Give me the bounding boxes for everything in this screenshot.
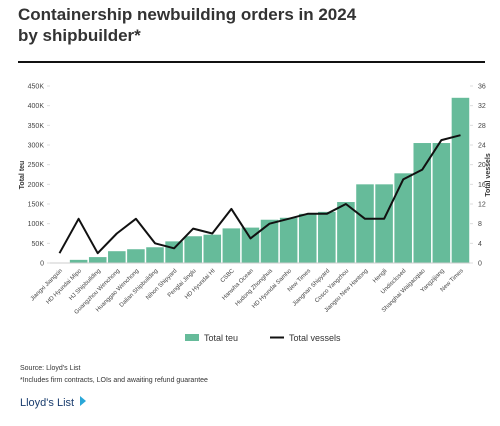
x-tick-label: Hengli	[372, 268, 388, 284]
y2-tick-label: 20	[478, 162, 486, 169]
bar	[184, 236, 202, 263]
y-tick-label: 250K	[28, 162, 45, 169]
bar	[241, 227, 260, 263]
title-line: Containership newbuilding orders in 2024	[18, 5, 357, 24]
y-tick-label: 450K	[28, 84, 45, 91]
y2-tick-label: 36	[478, 84, 486, 91]
bar	[260, 219, 279, 263]
brand-icon	[80, 396, 86, 406]
bar	[279, 217, 298, 263]
bar	[413, 143, 432, 263]
x-tick-label: HD Hyundai Mipo	[46, 268, 84, 306]
x-tick-label: Jiangxi Jiangxin	[30, 268, 64, 302]
x-tick-label: Cosco Yangzhou	[314, 268, 350, 304]
bar	[337, 202, 355, 263]
y-tick-label: 400K	[28, 103, 45, 110]
y-tick-label: 350K	[28, 123, 45, 130]
bar	[108, 251, 126, 263]
y2-tick-label: 24	[478, 143, 486, 150]
y-tick-label: 0	[40, 261, 44, 268]
y-tick-label: 150K	[28, 202, 45, 209]
y2-axis-label: Total vessels	[485, 153, 492, 197]
bar	[298, 213, 317, 263]
y2-tick-label: 32	[478, 103, 486, 110]
legend-label: Total vessels	[289, 333, 341, 343]
source: Source: Lloyd's List	[20, 365, 81, 372]
y-tick-label: 200K	[28, 182, 45, 189]
y-axis-label: Total teu	[19, 161, 26, 190]
bar	[318, 211, 336, 263]
y2-tick-label: 8	[478, 221, 482, 228]
bar	[432, 143, 451, 263]
bar	[375, 184, 393, 263]
bar	[88, 257, 107, 263]
y2-tick-label: 28	[478, 123, 486, 130]
bar	[394, 173, 412, 263]
footnote: *Includes firm contracts, LOIs and await…	[20, 377, 208, 384]
chart-title: Containership newbuilding orders in 2024…	[18, 5, 357, 45]
y2-tick-label: 16	[478, 182, 486, 189]
y2-tick-label: 0	[478, 261, 482, 268]
y-tick-label: 300K	[28, 143, 45, 150]
bar	[356, 184, 374, 263]
title-line: by shipbuilder*	[18, 26, 141, 45]
bar	[165, 241, 183, 263]
x-tick-label: CSBC	[220, 268, 237, 285]
bar	[69, 259, 88, 263]
bar	[146, 247, 164, 263]
legend-label: Total teu	[204, 333, 238, 343]
brand-logo: Lloyd's List	[20, 397, 74, 409]
bar	[127, 249, 145, 263]
legend-swatch	[185, 334, 199, 341]
line	[58, 134, 461, 255]
bar	[203, 234, 222, 263]
y-tick-label: 50K	[32, 241, 45, 248]
y2-tick-label: 12	[478, 202, 486, 209]
bar	[222, 228, 241, 263]
y2-tick-label: 4	[478, 241, 482, 248]
bar	[451, 97, 470, 263]
y-tick-label: 100K	[28, 221, 45, 228]
